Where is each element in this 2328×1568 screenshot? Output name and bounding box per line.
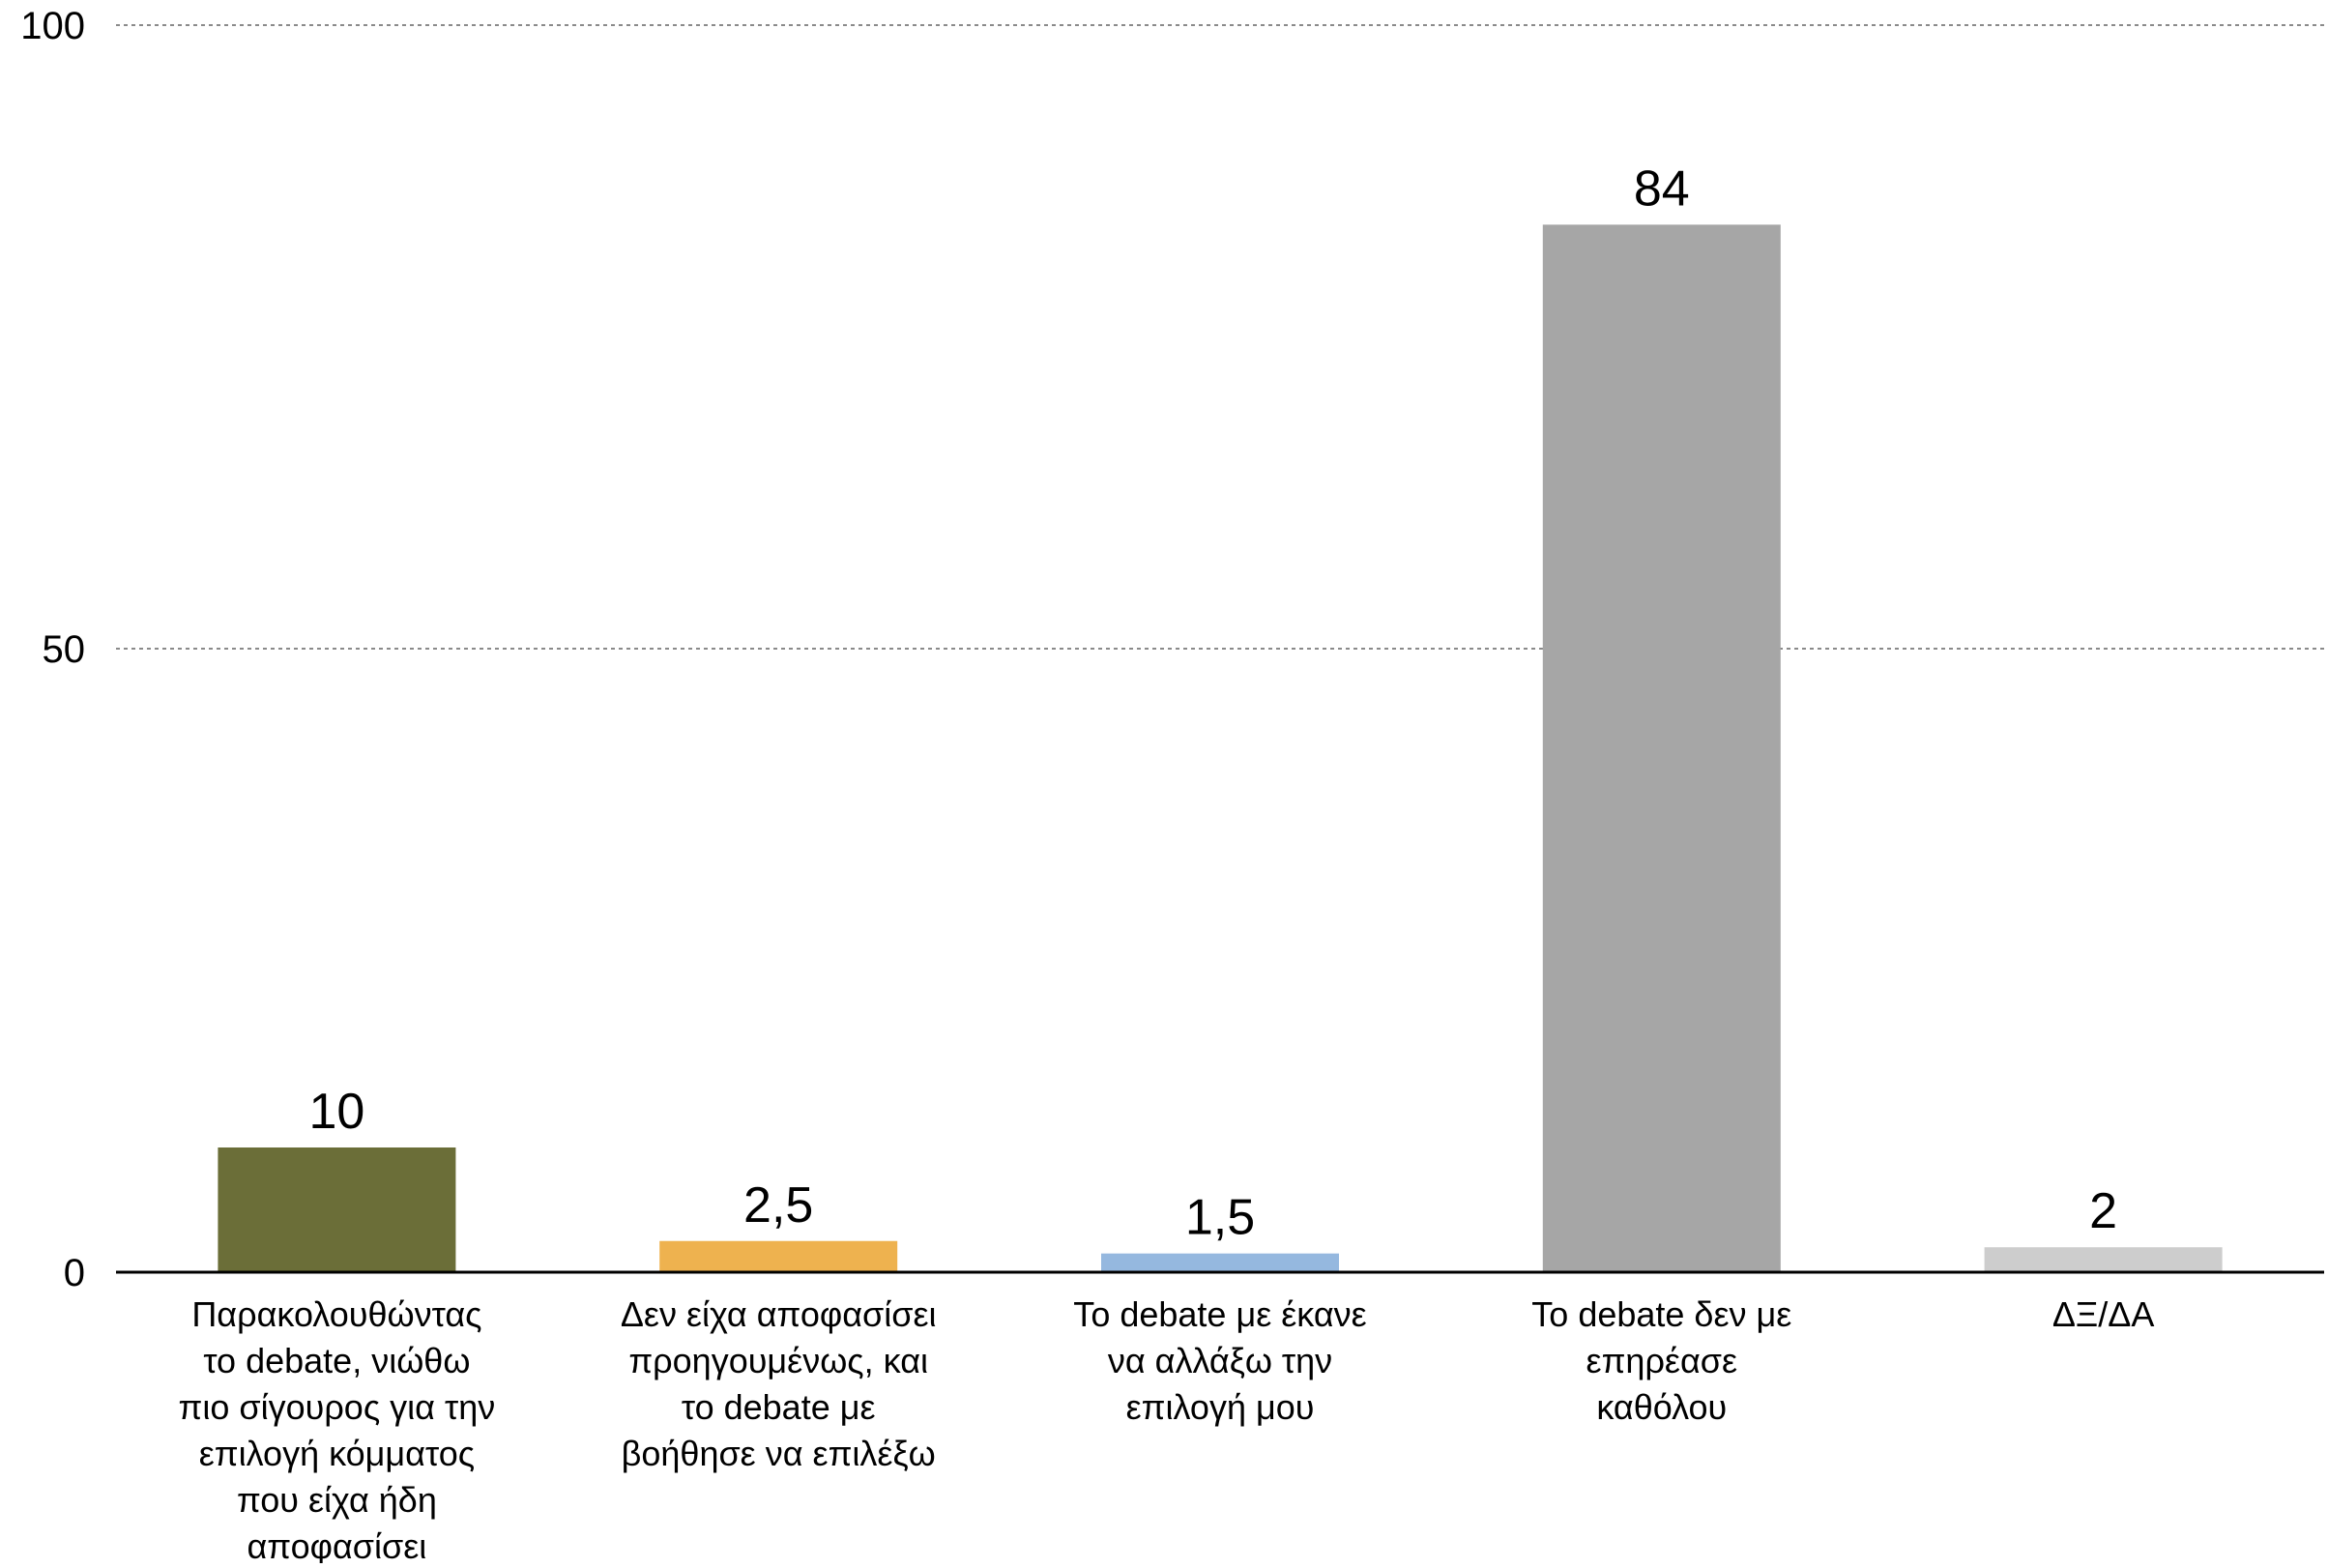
y-tick-label: 100: [20, 5, 85, 47]
bar: [1984, 1247, 2223, 1272]
bar: [659, 1240, 898, 1272]
x-category-label-line: Το debate δεν με: [1531, 1294, 1791, 1334]
gridlines: [116, 24, 2324, 650]
x-category-label-line: πιο σίγουρος για την: [179, 1387, 496, 1427]
value-labels: 10 2,5 1,5 84 2: [308, 160, 2117, 1245]
bar: [218, 1147, 456, 1272]
category-labels: Παρακολουθώντας το debate, νιώθω πιο σίγου…: [179, 1294, 2155, 1566]
x-category-label-line: που είχα ήδη: [237, 1480, 437, 1520]
x-category-label-line: Δεν είχα αποφασίσει: [621, 1294, 937, 1334]
x-category-label-line: το debate, νιώθω: [203, 1341, 470, 1380]
bar-value-label: 10: [308, 1084, 364, 1140]
bar-value-label: 84: [1634, 160, 1690, 217]
bar-value-label: 2,5: [743, 1177, 813, 1234]
x-category-label-line: επιλογή μου: [1126, 1387, 1315, 1427]
y-axis-tick-labels: 0 50 100: [20, 5, 85, 1294]
x-category-label: Δεν είχα αποφασίσει προηγουμένως, και το d…: [621, 1294, 937, 1473]
x-category-label-line: καθόλου: [1596, 1387, 1727, 1427]
x-category-label: Παρακολουθώντας το debate, νιώθω πιο σίγου…: [179, 1294, 496, 1563]
bar: [1542, 224, 1781, 1272]
x-category-label-line: να αλλάξω την: [1108, 1341, 1332, 1380]
x-category-label-line: το debate με: [682, 1387, 876, 1427]
x-category-label-line: βοήθησε να επιλέξω: [622, 1434, 936, 1473]
y-tick-label: 0: [64, 1252, 85, 1294]
x-category-label-line: επηρέασε: [1586, 1341, 1738, 1380]
x-category-label: Το debate με έκανε να αλλάξω την επιλογή μ…: [1073, 1294, 1366, 1427]
x-category-label-line: αποφασίσει: [247, 1526, 426, 1563]
x-category-label: Το debate δεν με επηρέασε καθόλου: [1531, 1294, 1791, 1427]
x-category-label-line: Το debate με έκανε: [1073, 1294, 1366, 1334]
x-category-label-line: Παρακολουθώντας: [191, 1294, 481, 1334]
x-category-label-line: ΔΞ/ΔΑ: [2052, 1294, 2155, 1334]
bar-value-label: 1,5: [1185, 1190, 1255, 1246]
x-category-label: ΔΞ/ΔΑ: [2052, 1294, 2155, 1334]
x-category-label-line: επιλογή κόμματος: [199, 1434, 475, 1473]
x-category-label-line: προηγουμένως, και: [628, 1341, 928, 1380]
bar-value-label: 2: [2089, 1183, 2117, 1239]
bars: [218, 224, 2223, 1272]
bar: [1101, 1253, 1339, 1272]
y-tick-label: 50: [43, 628, 86, 671]
